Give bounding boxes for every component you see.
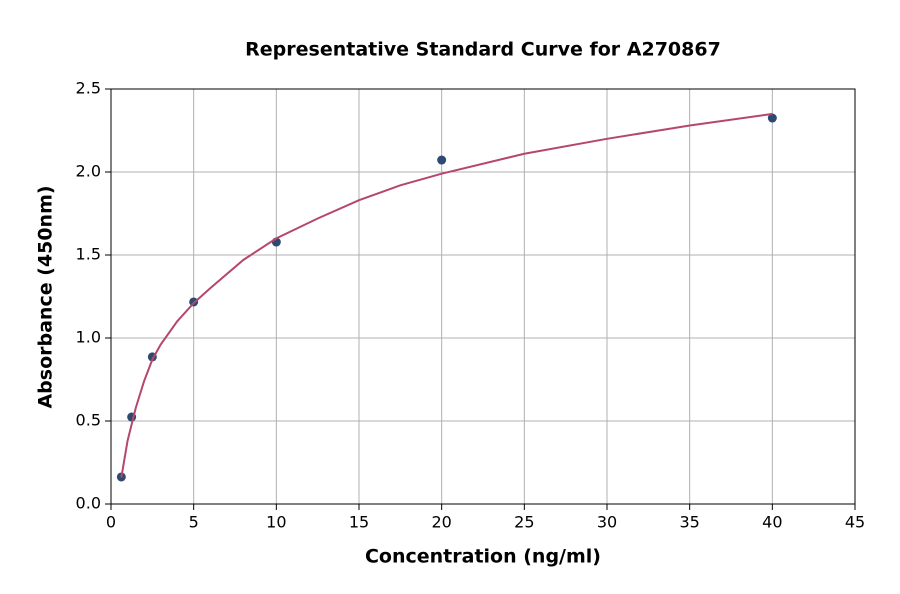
x-tick-label: 30 xyxy=(597,513,617,532)
y-tick-label: 1.5 xyxy=(76,245,101,264)
x-axis-title: Concentration (ng/ml) xyxy=(365,546,601,568)
x-tick-label: 0 xyxy=(106,513,116,532)
x-tick-label: 25 xyxy=(514,513,534,532)
data-point xyxy=(767,113,777,123)
data-point xyxy=(437,155,447,165)
x-tick-label: 40 xyxy=(762,513,782,532)
x-tick-label: 10 xyxy=(266,513,286,532)
x-tick-label: 15 xyxy=(349,513,369,532)
x-tick-label: 5 xyxy=(189,513,199,532)
x-tick-label: 20 xyxy=(431,513,451,532)
x-tick-label: 35 xyxy=(679,513,699,532)
y-axis-title: Absorbance (450nm) xyxy=(35,185,57,408)
chart-title: Representative Standard Curve for A27086… xyxy=(245,39,721,61)
y-tick-label: 1.0 xyxy=(76,328,101,347)
plot-frame xyxy=(110,88,856,505)
y-tick-label: 2.0 xyxy=(76,162,101,181)
y-tick-label: 0.0 xyxy=(76,494,101,513)
fit-curve xyxy=(120,112,773,478)
y-tick-label: 2.5 xyxy=(76,79,101,98)
x-tick-label: 45 xyxy=(845,513,865,532)
y-tick-label: 0.5 xyxy=(76,411,101,430)
